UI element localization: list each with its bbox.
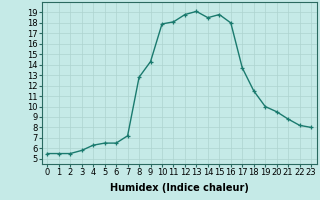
- X-axis label: Humidex (Indice chaleur): Humidex (Indice chaleur): [110, 183, 249, 193]
